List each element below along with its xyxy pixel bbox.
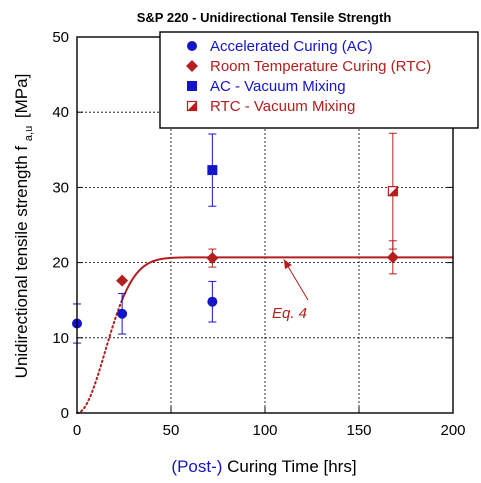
legend-marker: [186, 100, 198, 112]
y-tick-label: 0: [61, 405, 69, 422]
legend-label: RTC - Vacuum Mixing: [210, 98, 355, 115]
x-tick-label: 200: [440, 422, 465, 439]
eq4-annotation: Eq. 4: [272, 259, 309, 322]
legend-label: Room Temperature Curing (RTC): [210, 58, 431, 75]
legend: Accelerated Curing (AC) Room Temperature …: [159, 31, 479, 129]
x-tick-label: 150: [346, 422, 371, 439]
y-axis-label: Unidirectional tensile strength f a,u [M…: [12, 74, 36, 379]
annotation-text: Eq. 4: [272, 305, 307, 322]
y-tick-label: 30: [52, 179, 69, 196]
legend-box: [159, 31, 479, 129]
fit-curve-dotted: [76, 298, 124, 414]
y-tick-label: 20: [52, 255, 69, 272]
x-tick-label: 0: [73, 422, 81, 439]
legend-marker: [186, 60, 198, 72]
y-tick-label: 10: [52, 330, 69, 347]
y-axis-label-subscript: a,u: [23, 126, 35, 141]
legend-label: AC - Vacuum Mixing: [210, 78, 346, 95]
x-axis-label: (Post-) Curing Time [hrs]: [171, 457, 356, 476]
data-point: [386, 251, 399, 264]
data-point: [207, 296, 218, 307]
x-axis-label-main: Curing Time [hrs]: [227, 457, 356, 476]
x-tick-label: 100: [252, 422, 277, 439]
legend-label: Accelerated Curing (AC): [210, 38, 373, 55]
chart-title: S&P 220 - Unidirectional Tensile Strengt…: [137, 10, 392, 25]
x-tick-label: 50: [163, 422, 180, 439]
y-tick-label: 50: [52, 29, 69, 46]
data-points: [72, 165, 399, 329]
marker-fill: [387, 186, 398, 197]
marker-fill: [187, 101, 197, 111]
y-tick-label: 40: [52, 104, 69, 121]
x-axis-label-prefix: (Post-): [171, 457, 222, 476]
legend-marker: [187, 81, 197, 91]
data-point: [207, 165, 218, 176]
data-point: [206, 252, 219, 265]
y-tick-labels: 0 10 20 30 40 50: [52, 29, 69, 422]
data-point: [387, 186, 398, 197]
data-point: [116, 274, 129, 287]
x-tick-labels: 0 50 100 150 200: [73, 422, 466, 439]
annotation-arrowhead: [283, 259, 292, 270]
y-axis-label-text: Unidirectional tensile strength: [12, 155, 31, 378]
data-point: [117, 308, 128, 319]
legend-marker: [187, 41, 197, 51]
y-axis-label-unit: [MPa]: [12, 74, 31, 118]
y-axis-label-symbol: f: [12, 146, 31, 151]
